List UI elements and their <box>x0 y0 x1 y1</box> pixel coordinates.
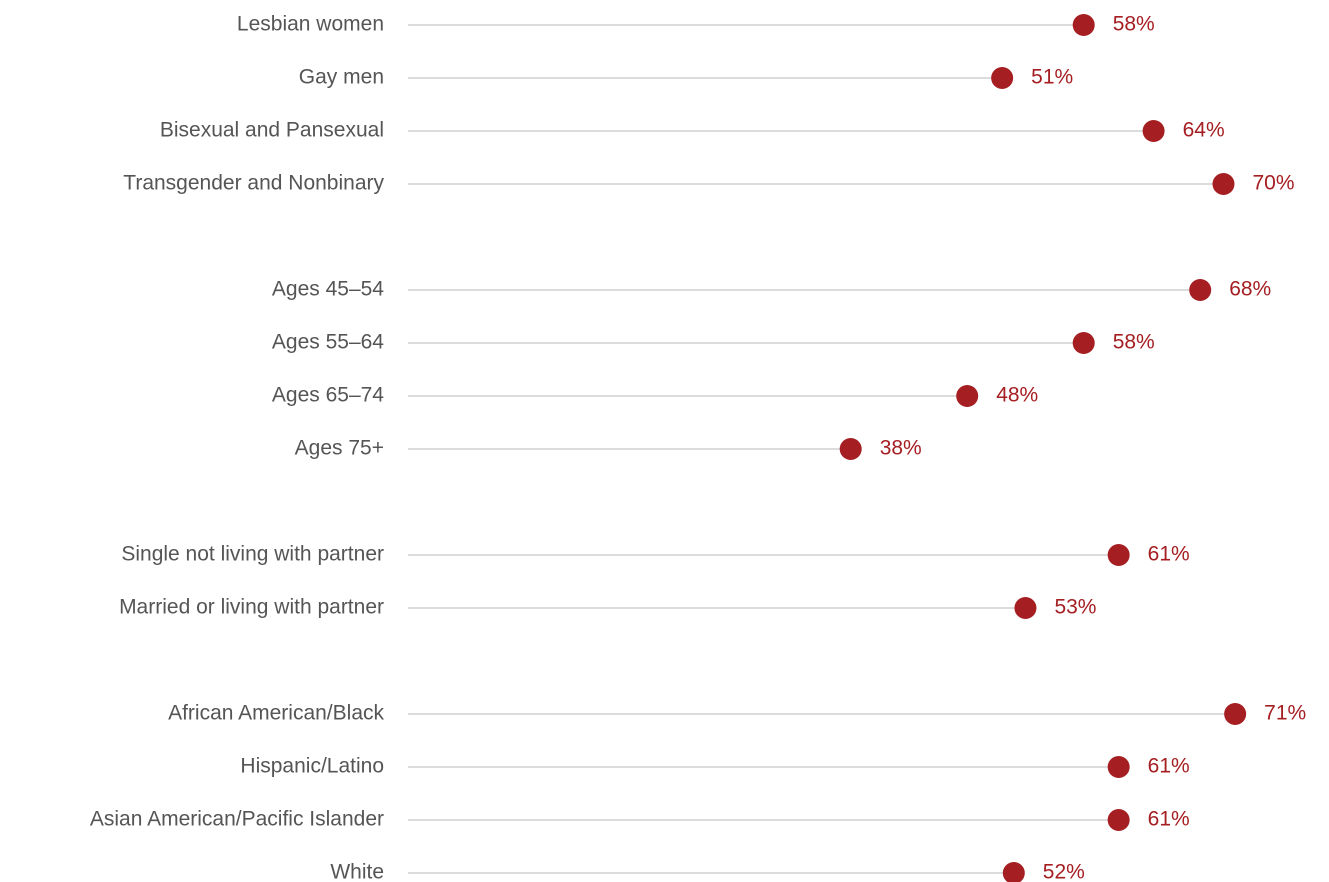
dot <box>991 67 1014 89</box>
dot <box>1107 809 1130 831</box>
category-label: Transgender and Nonbinary <box>123 172 384 195</box>
category-label: Asian American/Pacific Islander <box>90 808 384 831</box>
category-label: Ages 45–54 <box>272 278 384 301</box>
category-label: Single not living with partner <box>121 543 384 566</box>
value-label: 61% <box>1148 808 1190 831</box>
dot <box>1212 173 1235 195</box>
value-label: 71% <box>1264 702 1306 725</box>
value-label: 38% <box>880 437 922 460</box>
value-label: 52% <box>1043 861 1085 882</box>
category-label: African American/Black <box>168 702 384 725</box>
value-label: 48% <box>996 384 1038 407</box>
value-label: 61% <box>1148 543 1190 566</box>
dot <box>1224 703 1247 725</box>
dot <box>1107 544 1130 566</box>
category-label: Ages 75+ <box>295 437 384 460</box>
value-label: 68% <box>1229 278 1271 301</box>
dot <box>956 385 979 407</box>
category-label: Ages 65–74 <box>272 384 384 407</box>
category-label: White <box>330 861 384 882</box>
value-label: 53% <box>1054 596 1096 619</box>
dot <box>1107 756 1130 778</box>
value-label: 64% <box>1183 119 1225 142</box>
value-label: 58% <box>1113 13 1155 36</box>
value-label: 58% <box>1113 331 1155 354</box>
category-label: Hispanic/Latino <box>240 755 384 778</box>
dot <box>1002 862 1025 882</box>
dot <box>1014 597 1037 619</box>
category-label: Lesbian women <box>237 13 384 36</box>
dot <box>1142 120 1165 142</box>
dot <box>1189 279 1212 301</box>
category-label: Bisexual and Pansexual <box>160 119 384 142</box>
dot <box>1072 14 1095 36</box>
value-label: 61% <box>1148 755 1190 778</box>
dot <box>839 438 862 460</box>
category-label: Ages 55–64 <box>272 331 384 354</box>
value-label: 70% <box>1253 172 1295 195</box>
dot <box>1072 332 1095 354</box>
category-label: Married or living with partner <box>119 596 384 619</box>
category-label: Gay men <box>299 66 384 89</box>
value-label: 51% <box>1031 66 1073 89</box>
